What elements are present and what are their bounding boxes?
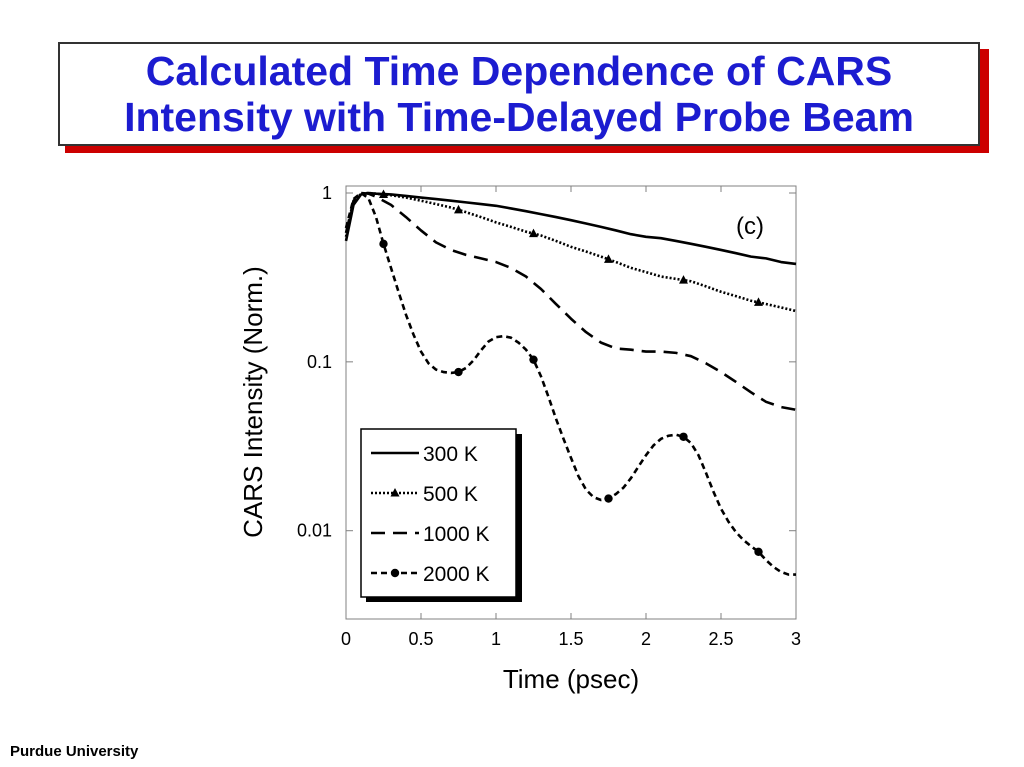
circle-marker <box>454 367 463 377</box>
series-line-300-k <box>344 191 797 266</box>
circle-marker <box>604 494 613 503</box>
legend-label: 2000 K <box>423 563 490 586</box>
legend-label: 300 K <box>423 443 478 466</box>
series-line-1000-k <box>344 191 797 412</box>
triangle-marker <box>390 488 400 497</box>
legend-box <box>360 428 517 598</box>
series-line-2000-k <box>344 191 796 576</box>
triangle-marker <box>529 228 538 238</box>
circle-marker <box>754 547 763 557</box>
triangle-marker <box>679 275 688 284</box>
x-tick-label: 1 <box>491 629 501 649</box>
data-curves <box>344 189 797 576</box>
circle-marker <box>529 355 538 364</box>
x-tick-label: 0.5 <box>408 629 433 649</box>
y-tick-label: 1 <box>322 183 332 203</box>
triangle-marker <box>379 189 388 198</box>
x-tick-label: 2 <box>641 629 651 649</box>
x-tick-label: 2.5 <box>708 629 733 649</box>
x-tick-label: 0 <box>341 629 351 649</box>
y-tick-label: 0.01 <box>297 521 332 541</box>
y-axis-ticks: 1 0.1 0.01 <box>297 183 796 541</box>
circle-marker <box>379 239 388 249</box>
slide-title-line-1: Calculated Time Dependence of CARS <box>145 48 893 94</box>
x-tick-label: 3 <box>791 629 801 649</box>
footer-institution: Purdue University <box>10 743 139 760</box>
legend-label: 500 K <box>423 483 478 506</box>
legend-label: 1000 K <box>423 523 490 546</box>
circle-marker <box>390 568 400 578</box>
y-tick-label: 0.1 <box>307 352 332 372</box>
panel-label: (c) <box>736 213 764 240</box>
x-tick-label: 1.5 <box>558 629 583 649</box>
circle-marker <box>679 432 688 441</box>
legend: 300 K 500 K 1000 K 2000 K <box>360 428 522 602</box>
slide-title-box: Calculated Time Dependence of CARS Inten… <box>58 42 980 146</box>
triangle-marker <box>454 204 463 214</box>
triangle-marker <box>754 297 763 306</box>
triangle-marker <box>604 254 613 263</box>
x-axis-label: Time (psec) <box>503 664 639 694</box>
y-axis-label: CARS Intensity (Norm.) <box>238 266 268 538</box>
series-line-500-k <box>344 191 797 313</box>
x-axis-ticks: 0 0.5 1 1.5 2 2.5 3 <box>341 186 801 649</box>
slide-title-line-2: Intensity with Time-Delayed Probe Beam <box>124 94 914 140</box>
